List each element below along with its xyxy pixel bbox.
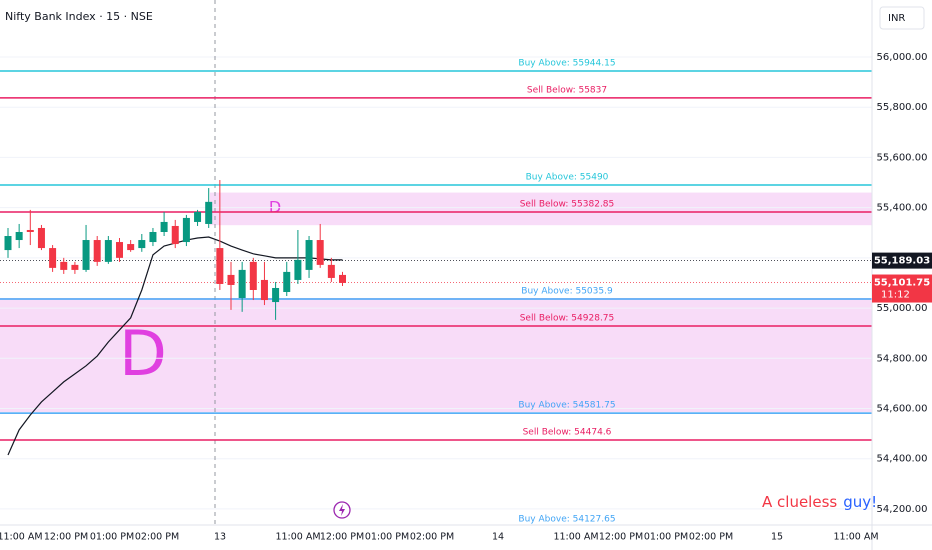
zone [210, 192, 872, 226]
candle-body [127, 244, 135, 251]
candle-body [294, 259, 302, 280]
y-tick-label: 54,800.00 [877, 353, 928, 364]
x-tick-label: 11:00 AM [0, 532, 43, 543]
x-tick-label: 01:00 PM [90, 532, 134, 543]
level-label: Sell Below: 54928.75 [520, 313, 615, 323]
candle-body [160, 221, 168, 232]
x-tick-label: 11:00 AM [275, 532, 320, 543]
level-label: Buy Above: 55944.15 [518, 59, 615, 69]
candle-body [37, 227, 45, 249]
currency: INR [888, 13, 905, 24]
level-label: Buy Above: 54127.65 [518, 515, 615, 525]
candle-body [49, 248, 57, 268]
level-label: Buy Above: 55035.9 [521, 287, 613, 297]
x-tick-label: 15 [771, 532, 783, 543]
zones: DD [0, 192, 872, 413]
candle-body [272, 287, 280, 303]
candle-body [138, 240, 146, 249]
x-tick-label: 12:00 PM [44, 532, 88, 543]
x-tick-label: 11:00 AM [553, 532, 598, 543]
candle-body [227, 274, 235, 285]
y-tick-label: 56,000.00 [877, 52, 928, 63]
candle-body [71, 264, 79, 270]
candle-body [26, 229, 34, 232]
x-tick-label: 01:00 PM [644, 532, 688, 543]
x-tick-label: 13 [214, 532, 226, 543]
candle-body [194, 211, 202, 222]
watermark-part: guy! [843, 493, 877, 511]
y-tick-label: 55,800.00 [877, 102, 928, 113]
event-icon-bolt [339, 504, 345, 516]
candle-body [238, 269, 246, 299]
level-label: Sell Below: 55837 [527, 85, 607, 95]
price-label: 55,101.75 [874, 278, 930, 289]
x-tick-label: 02:00 PM [135, 532, 179, 543]
candle-body [104, 240, 112, 262]
x-tick-label: 14 [492, 532, 504, 543]
candle-body [93, 240, 101, 262]
zone-label: D [119, 317, 167, 390]
y-tick-label: 54,600.00 [877, 404, 928, 415]
candle-body [283, 271, 291, 293]
y-tick-label: 54,200.00 [877, 504, 928, 515]
candle-body [339, 274, 346, 283]
candle-body [149, 231, 157, 243]
x-tick-label: 02:00 PM [689, 532, 733, 543]
candle-body [4, 236, 12, 251]
level-label: Buy Above: 54581.75 [518, 401, 615, 411]
candle-body [182, 217, 190, 243]
candle-body [260, 279, 268, 301]
zone-label: D [269, 198, 281, 217]
candle-body [82, 240, 90, 270]
candle-body [216, 248, 224, 284]
level-label: Sell Below: 55382.85 [520, 199, 615, 209]
candle-body [327, 264, 335, 278]
candle-body [205, 201, 213, 224]
candle-body [305, 240, 313, 270]
price-box [872, 252, 932, 269]
level-label: Buy Above: 55490 [526, 173, 609, 183]
x-axis-bg [0, 525, 932, 550]
grid [0, 56, 872, 510]
candle-body [249, 261, 257, 290]
levels: Buy Above: 55944.15 Sell Below: 55837 Buy … [0, 59, 872, 525]
candle-body [60, 261, 68, 270]
currency-box[interactable] [879, 6, 925, 30]
price-countdown: 11:12 [881, 290, 910, 301]
candles [4, 180, 346, 456]
axes: 54,200.00 54,400.00 54,600.00 54,800.00 55,0… [0, 52, 932, 543]
x-tick-label: 02:00 PM [410, 532, 454, 543]
watermark-part: A clueless [762, 493, 837, 511]
candle-body [316, 240, 324, 265]
x-tick-label: 11:00 AM [833, 532, 878, 543]
x-tick-label: 12:00 PM [599, 532, 643, 543]
candle-body [15, 231, 23, 241]
level-label: Sell Below: 54474.6 [523, 427, 612, 437]
y-tick-label: 55,600.00 [877, 152, 928, 163]
x-tick-label: 12:00 PM [320, 532, 364, 543]
watermark: A clueless guy! [762, 493, 877, 511]
price-box [872, 274, 932, 303]
chart-title: Nifty Bank Index · 15 · NSE [5, 10, 153, 23]
y-tick-label: 54,400.00 [877, 454, 928, 465]
y-tick-label: 55,400.00 [877, 203, 928, 214]
y-tick-label: 55,000.00 [877, 303, 928, 314]
x-tick-label: 01:00 PM [365, 532, 409, 543]
zone [0, 298, 872, 413]
candle-body [116, 242, 123, 258]
price-label: 55,189.03 [874, 256, 930, 267]
candle-body [171, 225, 179, 245]
